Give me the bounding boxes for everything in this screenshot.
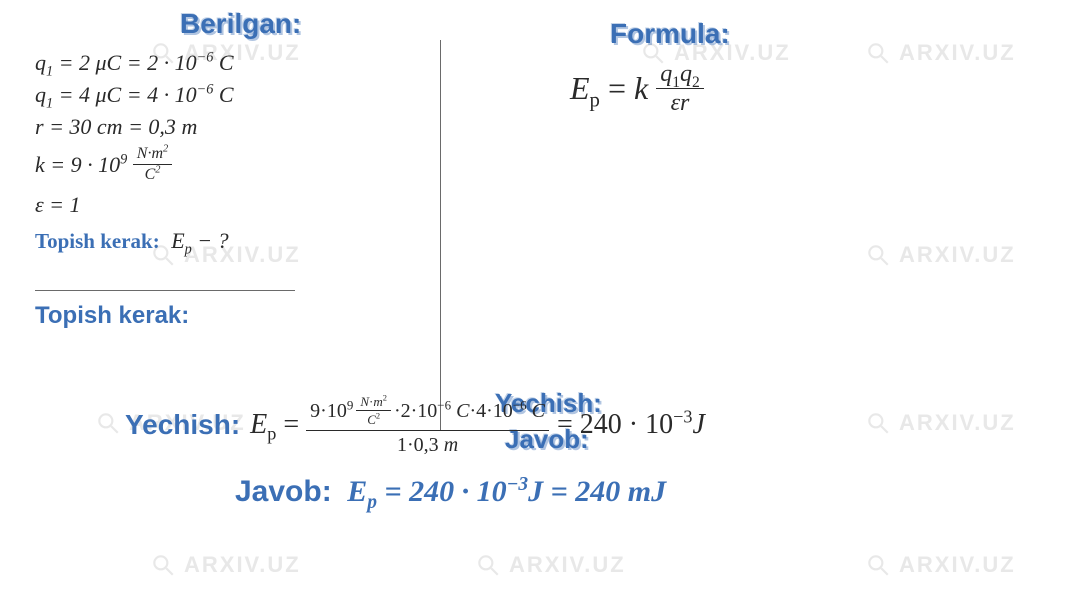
- given-line-4: k = 9 · 109 N·m2 C2: [35, 146, 172, 183]
- given-line-1: q1 = 2 μC = 2 · 10−6 C: [35, 50, 234, 76]
- watermark: ARXIV.UZ: [150, 552, 301, 578]
- watermark: ARXIV.UZ: [475, 552, 626, 578]
- watermark-text: ARXIV.UZ: [899, 410, 1016, 436]
- given-line-3: r = 30 cm = 0,3 m: [35, 114, 197, 140]
- solution-line: Yechish: Ep = 9·109 N·m2 C2 ·2·10−6 C·4·…: [125, 395, 705, 455]
- heading-topish-kerak: Topish kerak:: [35, 302, 189, 330]
- watermark: ARXIV.UZ: [865, 552, 1016, 578]
- given-line-5: ε = 1: [35, 192, 81, 218]
- watermark-text: ARXIV.UZ: [509, 552, 626, 578]
- watermark: ARXIV.UZ: [865, 242, 1016, 268]
- watermark-text: ARXIV.UZ: [184, 552, 301, 578]
- watermark-text: ARXIV.UZ: [899, 242, 1016, 268]
- answer-line: Javob: Ep = 240 · 10−3J = 240 mJ: [235, 475, 666, 509]
- divider-vertical: [440, 40, 441, 430]
- heading-berilgan: Berilgan:: [180, 8, 301, 40]
- watermark-text: ARXIV.UZ: [899, 552, 1016, 578]
- divider-horizontal: [35, 290, 295, 291]
- heading-formula: Formula:: [610, 18, 730, 50]
- watermark: ARXIV.UZ: [865, 40, 1016, 66]
- watermark-text: ARXIV.UZ: [899, 40, 1016, 66]
- topish-kerak-top: Topish kerak: Ep − ?: [35, 228, 229, 254]
- watermark: ARXIV.UZ: [865, 410, 1016, 436]
- formula-main: Ep = k q1q2 εr: [570, 62, 704, 115]
- given-line-2: q1 = 4 μC = 4 · 10−6 C: [35, 82, 234, 108]
